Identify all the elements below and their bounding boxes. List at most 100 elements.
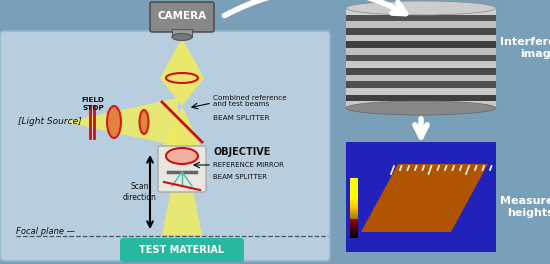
Bar <box>350 202 358 203</box>
Bar <box>346 21 496 29</box>
Bar <box>350 189 358 190</box>
Bar <box>350 230 358 231</box>
Polygon shape <box>64 98 178 146</box>
Bar <box>350 231 358 232</box>
Bar <box>350 213 358 214</box>
Bar <box>350 235 358 236</box>
Polygon shape <box>361 164 488 232</box>
FancyBboxPatch shape <box>120 238 244 262</box>
Bar <box>350 214 358 215</box>
Bar <box>346 81 496 88</box>
Bar <box>346 48 496 55</box>
Bar <box>350 178 358 179</box>
Text: BEAM SPLITTER: BEAM SPLITTER <box>213 115 270 121</box>
Bar <box>350 203 358 204</box>
Text: OBJECTIVE: OBJECTIVE <box>213 147 271 157</box>
Bar <box>350 206 358 207</box>
Text: TEST MATERIAL: TEST MATERIAL <box>140 245 224 255</box>
Bar <box>350 228 358 229</box>
Bar <box>350 234 358 235</box>
Ellipse shape <box>166 148 198 164</box>
Polygon shape <box>162 175 202 235</box>
Bar <box>350 192 358 193</box>
Bar <box>350 225 358 226</box>
Bar <box>350 237 358 238</box>
Polygon shape <box>164 106 200 145</box>
Bar <box>350 220 358 221</box>
Bar <box>350 227 358 228</box>
Bar <box>350 183 358 184</box>
Polygon shape <box>164 145 200 175</box>
Bar <box>350 181 358 182</box>
Bar <box>346 15 496 22</box>
Text: Interference
image: Interference image <box>500 37 550 59</box>
Bar <box>350 197 358 198</box>
Bar <box>346 35 496 42</box>
Bar <box>346 28 496 35</box>
Bar <box>350 190 358 191</box>
Ellipse shape <box>346 101 496 115</box>
Bar <box>346 41 496 49</box>
Bar <box>350 195 358 196</box>
Bar <box>350 182 358 183</box>
Bar <box>346 8 496 15</box>
Bar <box>350 226 358 227</box>
Bar <box>350 199 358 200</box>
Bar <box>350 184 358 185</box>
FancyBboxPatch shape <box>158 146 206 192</box>
Bar <box>350 229 358 230</box>
Bar <box>350 233 358 234</box>
Bar <box>346 55 496 62</box>
Bar <box>350 188 358 189</box>
Bar <box>350 185 358 186</box>
Bar <box>350 194 358 195</box>
Text: REFERENCE MIRROR: REFERENCE MIRROR <box>213 162 284 168</box>
Bar <box>350 224 358 225</box>
Polygon shape <box>160 38 204 78</box>
Bar <box>350 193 358 194</box>
Bar <box>350 201 358 202</box>
FancyBboxPatch shape <box>150 2 214 32</box>
Bar <box>350 221 358 222</box>
Text: Scan
direction: Scan direction <box>123 182 157 202</box>
Bar <box>350 215 358 216</box>
Bar <box>350 204 358 205</box>
Bar <box>346 101 496 109</box>
Ellipse shape <box>172 34 192 40</box>
Bar <box>172 29 192 37</box>
Bar <box>350 212 358 213</box>
Bar <box>350 236 358 237</box>
Bar <box>350 232 358 233</box>
FancyBboxPatch shape <box>0 31 330 261</box>
Bar <box>350 198 358 199</box>
Text: CAMERA: CAMERA <box>157 11 207 21</box>
Bar <box>350 180 358 181</box>
Bar <box>346 88 496 95</box>
Polygon shape <box>160 78 204 106</box>
Bar <box>350 211 358 212</box>
Bar <box>346 95 496 102</box>
Bar <box>350 219 358 220</box>
Text: FIELD
STOP: FIELD STOP <box>81 97 104 111</box>
Text: Measured
heights: Measured heights <box>500 196 550 218</box>
Bar <box>350 200 358 201</box>
Bar <box>346 61 496 68</box>
Ellipse shape <box>140 110 148 134</box>
Ellipse shape <box>346 1 496 15</box>
Text: Combined reference
and test beams: Combined reference and test beams <box>213 95 287 107</box>
Bar <box>346 75 496 82</box>
Bar <box>350 207 358 208</box>
Bar <box>350 186 358 187</box>
Bar <box>350 216 358 217</box>
Bar <box>350 179 358 180</box>
Bar <box>350 210 358 211</box>
Text: Focal plane —: Focal plane — <box>16 228 75 237</box>
Ellipse shape <box>107 106 121 138</box>
Bar <box>350 218 358 219</box>
Text: BEAM SPLITTER: BEAM SPLITTER <box>213 174 267 180</box>
Bar <box>350 191 358 192</box>
Bar <box>350 187 358 188</box>
Bar <box>350 217 358 218</box>
Bar <box>350 208 358 209</box>
Bar <box>350 205 358 206</box>
